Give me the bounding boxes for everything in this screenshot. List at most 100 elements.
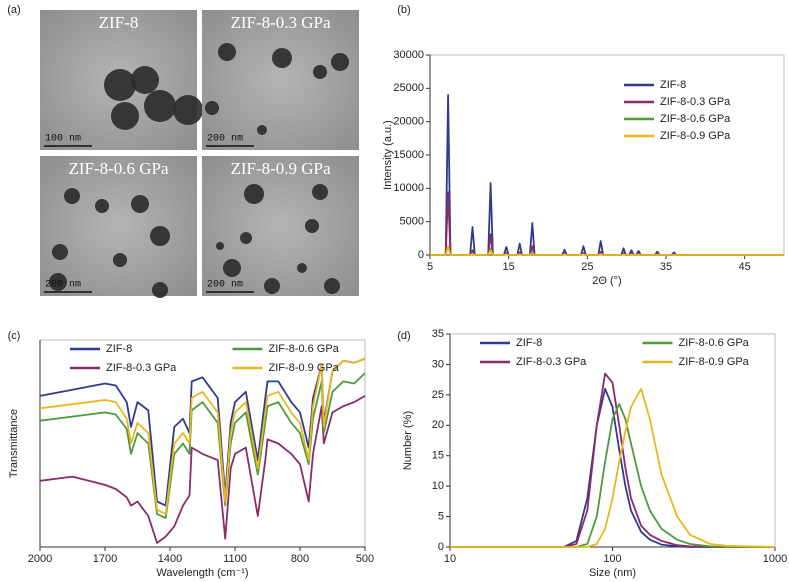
particle <box>240 232 252 244</box>
series-line <box>39 357 366 515</box>
particle <box>95 199 109 213</box>
series-line <box>430 245 784 256</box>
particle <box>104 69 136 101</box>
legend-label: ZIF-8 <box>660 79 686 91</box>
y-axis-label: Number (%) <box>402 411 414 470</box>
particle <box>113 253 127 267</box>
x-tick-label: 15 <box>503 261 515 273</box>
particle <box>111 102 139 130</box>
y-tick-label: 30000 <box>393 49 424 61</box>
legend-label: ZIF-8-0.6 GPa <box>660 113 731 125</box>
tem-label: ZIF-8-0.6 GPa <box>68 159 169 178</box>
x-tick-label: 45 <box>739 261 751 273</box>
y-tick-label: 35 <box>432 328 444 340</box>
x-tick-label: 2000 <box>28 553 52 565</box>
particle <box>150 226 170 246</box>
series-line <box>450 387 775 548</box>
legend-label: ZIF-8-0.9 GPa <box>269 362 340 374</box>
series-line <box>430 191 784 256</box>
particle <box>331 53 349 71</box>
scale-bar-label: 200 nm <box>45 280 81 291</box>
y-tick-label: 25000 <box>393 82 424 94</box>
particle <box>64 188 80 204</box>
y-tick-label: 0 <box>418 249 424 261</box>
y-axis-label: Intensity (a.u.) <box>382 120 394 190</box>
particle <box>52 244 68 260</box>
x-tick-label: 1700 <box>93 553 117 565</box>
y-tick-label: 5000 <box>400 216 424 228</box>
particle <box>205 101 219 115</box>
y-tick-label: 0 <box>438 541 444 553</box>
y-tick-label: 20 <box>432 419 444 431</box>
tem-image <box>40 156 197 296</box>
tem-image <box>202 10 359 150</box>
particle <box>144 90 176 122</box>
y-tick-label: 30 <box>432 358 444 370</box>
particle <box>324 278 340 294</box>
x-axis-label: Size (nm) <box>589 567 636 579</box>
legend-label: ZIF-8-0.9 GPa <box>679 356 750 368</box>
x-tick-label: 1100 <box>223 553 247 565</box>
legend-label: ZIF-8-0.6 GPa <box>679 337 750 349</box>
scale-bar-label: 100 nm <box>45 134 81 145</box>
panel-label: (d) <box>397 330 410 342</box>
panel-label: (c) <box>8 330 21 342</box>
scale-bar-label: 200 nm <box>207 134 243 145</box>
y-tick-label: 5 <box>438 510 444 522</box>
particle <box>218 43 236 61</box>
particle <box>297 263 307 273</box>
legend-label: ZIF-8 <box>516 337 542 349</box>
particle <box>223 259 241 277</box>
series-line <box>450 403 775 548</box>
x-tick-label: 1000 <box>763 553 787 565</box>
x-tick-label: 10 <box>444 553 456 565</box>
plot-frame <box>429 54 785 256</box>
particle <box>131 66 159 94</box>
particle <box>131 195 149 213</box>
y-axis-label: Transmittance <box>8 409 20 478</box>
y-tick-label: 10 <box>432 480 444 492</box>
legend-label: ZIF-8-0.3 GPa <box>516 356 587 368</box>
y-tick-label: 15 <box>432 450 444 462</box>
series-line <box>430 245 784 256</box>
legend-label: ZIF-8-0.9 GPa <box>660 130 731 142</box>
x-tick-label: 25 <box>581 261 593 273</box>
x-tick-label: 1400 <box>158 553 182 565</box>
y-tick-label: 25 <box>432 389 444 401</box>
series-line <box>39 395 366 544</box>
particle <box>173 95 203 125</box>
x-tick-label: 800 <box>291 553 309 565</box>
series-line <box>430 94 784 256</box>
tem-label: ZIF-8 <box>99 13 139 32</box>
y-tick-label: 20000 <box>393 116 424 128</box>
particle <box>312 184 328 200</box>
particle <box>152 282 168 298</box>
series-line <box>450 372 775 548</box>
particle <box>216 242 224 250</box>
y-tick-label: 10000 <box>393 182 424 194</box>
scale-bar-label: 200 nm <box>207 280 243 291</box>
tem-label: ZIF-8-0.9 GPa <box>230 159 331 178</box>
y-tick-label: 15000 <box>393 149 424 161</box>
particle <box>244 184 264 204</box>
legend-label: ZIF-8-0.3 GPa <box>106 362 177 374</box>
particle <box>305 219 319 233</box>
series-line <box>450 387 776 548</box>
panel-label: (a) <box>7 4 20 16</box>
legend-label: ZIF-8-0.3 GPa <box>660 96 731 108</box>
x-axis-label: 2Θ (°) <box>592 275 621 287</box>
tem-label: ZIF-8-0.3 GPa <box>230 13 331 32</box>
x-tick-label: 35 <box>660 261 672 273</box>
x-tick-label: 100 <box>603 553 621 565</box>
particle <box>313 65 327 79</box>
particle <box>264 278 280 294</box>
particle <box>49 273 67 291</box>
x-tick-label: 500 <box>356 553 374 565</box>
x-axis-label: Wavelength (cm⁻¹) <box>156 567 248 579</box>
legend-label: ZIF-8 <box>106 343 132 355</box>
panel-label: (b) <box>397 4 410 16</box>
particle <box>272 48 292 68</box>
x-tick-label: 5 <box>427 261 433 273</box>
legend-label: ZIF-8-0.6 GPa <box>269 343 340 355</box>
